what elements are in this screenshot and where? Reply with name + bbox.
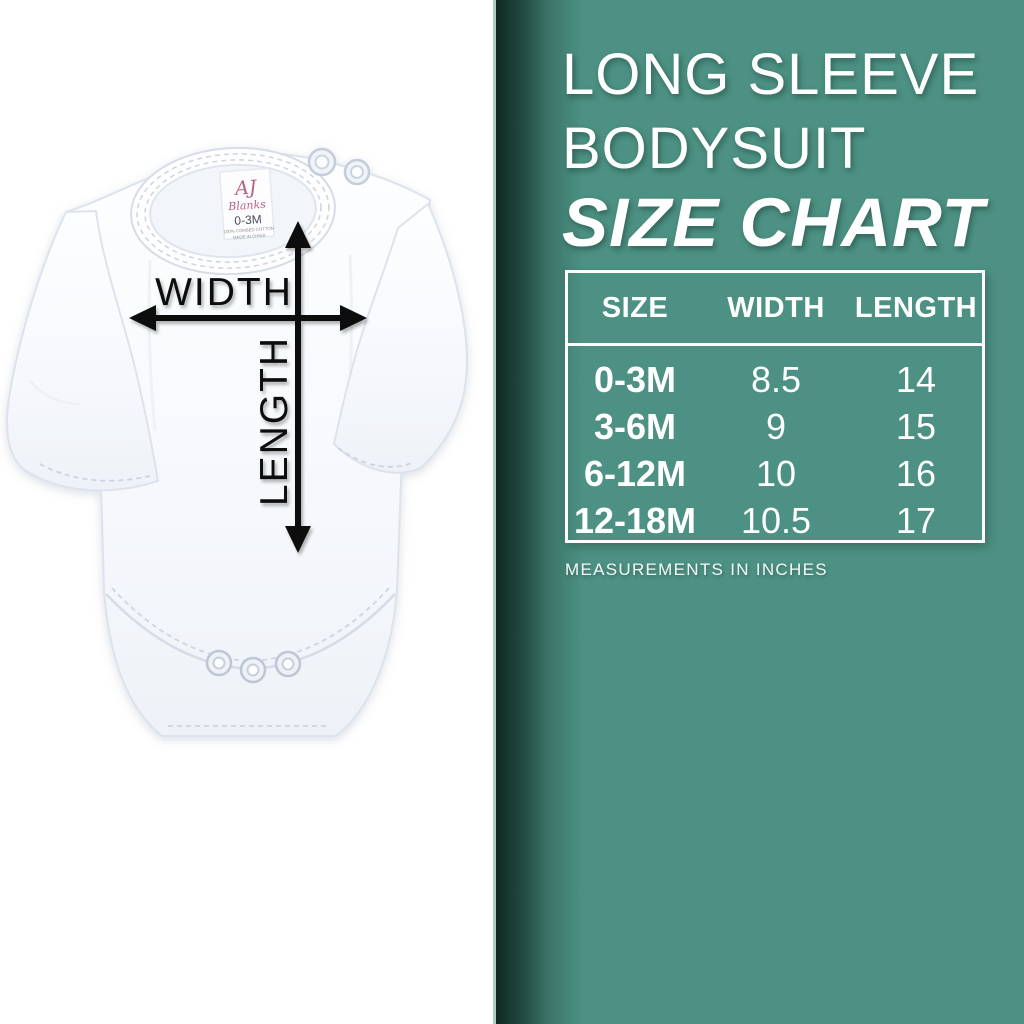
cell-length: 17 <box>895 499 937 541</box>
bodysuit-right-sleeve <box>333 203 468 474</box>
units-footnote: MEASUREMENTS IN INCHES <box>565 560 828 579</box>
crotch-snaps <box>205 649 302 684</box>
column-header-length: LENGTH <box>854 291 978 324</box>
cell-width: 9 <box>765 405 787 447</box>
cell-length: 15 <box>895 405 937 447</box>
cell-size: 12-18M <box>573 499 697 541</box>
width-arrowhead-left <box>129 305 156 331</box>
table-body: 0-3M 8.5 14 3-6M 9 15 6-12M 10 16 12-18M… <box>568 346 982 544</box>
product-photo-panel: AJ Blanks 0-3M 100% COMBED COTTON MADE I… <box>6 146 468 737</box>
width-arrowhead-right <box>340 305 367 331</box>
panel-divider <box>493 0 496 1024</box>
length-arrowhead-bottom <box>285 526 311 553</box>
title-line-3: SIZE CHART <box>562 184 985 261</box>
width-arrow <box>129 305 367 331</box>
cell-width: 8.5 <box>750 358 802 400</box>
cell-length: 14 <box>895 358 937 400</box>
title-line-2: BODYSUIT <box>562 116 867 181</box>
page-title: LONG SLEEVE BODYSUIT SIZE CHART <box>562 38 985 260</box>
width-label: WIDTH <box>155 271 293 314</box>
neck-label-material: 100% COMBED COTTON <box>223 226 274 234</box>
measurement-arrows: WIDTH LENGTH <box>129 221 367 553</box>
cell-size: 3-6M <box>593 405 677 447</box>
cell-width: 10 <box>755 452 797 494</box>
neck-label-brand-bottom: Blanks <box>227 198 267 214</box>
table-row: 0-3M 8.5 14 <box>568 356 982 403</box>
table-row: 12-18M 10.5 17 <box>568 497 982 544</box>
bodysuit-garment: AJ Blanks 0-3M 100% COMBED COTTON MADE I… <box>6 146 468 737</box>
neck-label: AJ Blanks 0-3M 100% COMBED COTTON MADE I… <box>219 167 275 241</box>
neck-label-brand-top: AJ <box>232 176 258 200</box>
bodysuit-illustration: AJ Blanks 0-3M 100% COMBED COTTON MADE I… <box>6 146 468 737</box>
neck-label-size: 0-3M <box>234 212 262 228</box>
cell-length: 16 <box>895 452 937 494</box>
table-row: 3-6M 9 15 <box>568 403 982 450</box>
column-header-size: SIZE <box>601 291 669 324</box>
cell-width: 10.5 <box>740 499 812 541</box>
bodysuit-left-sleeve <box>6 210 159 492</box>
table-header-row: SIZE WIDTH LENGTH <box>568 273 982 346</box>
length-arrowhead-top <box>285 221 311 248</box>
neck-label-origin: MADE IN CHINA <box>233 233 266 240</box>
shoulder-snaps <box>307 147 371 186</box>
length-arrow <box>285 221 311 553</box>
cell-size: 6-12M <box>583 452 687 494</box>
cell-size: 0-3M <box>593 358 677 400</box>
title-line-1: LONG SLEEVE <box>562 42 980 107</box>
column-header-width: WIDTH <box>727 291 825 324</box>
table-row: 6-12M 10 16 <box>568 450 982 497</box>
size-chart-panel: LONG SLEEVE BODYSUIT SIZE CHART SIZE WID… <box>493 0 1024 1024</box>
size-chart-table: SIZE WIDTH LENGTH 0-3M 8.5 14 3-6M 9 15 … <box>565 270 985 543</box>
length-label: LENGTH <box>253 336 296 506</box>
